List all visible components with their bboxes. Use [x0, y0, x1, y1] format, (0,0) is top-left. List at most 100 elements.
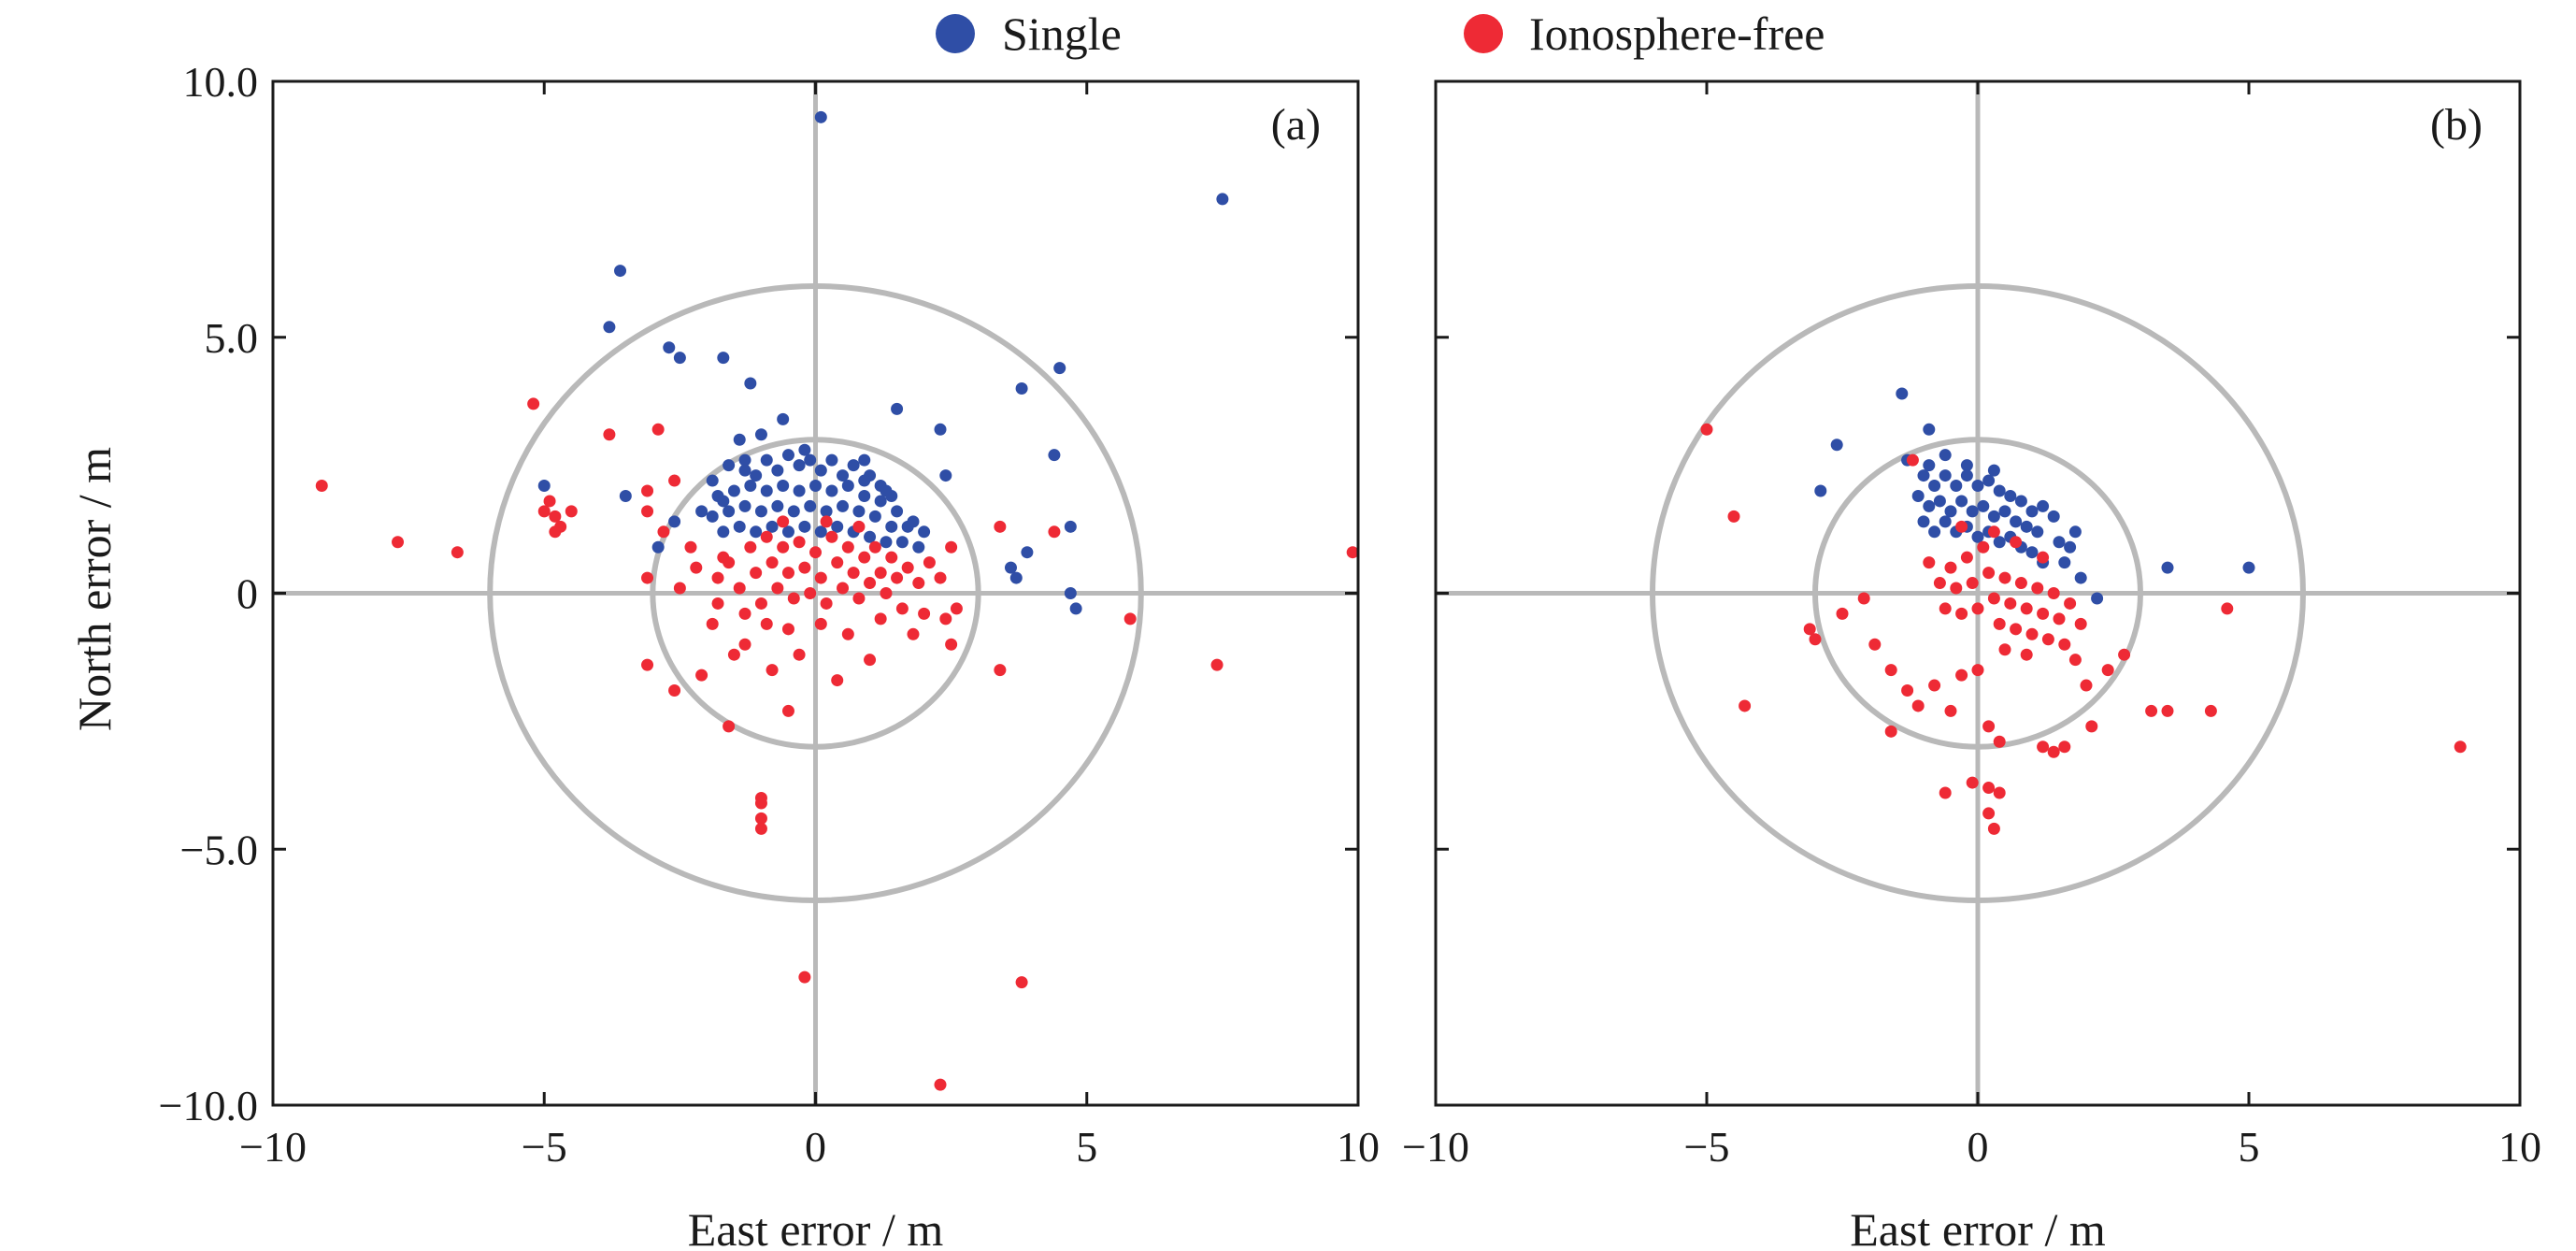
data-point: [727, 484, 740, 497]
data-point: [1064, 587, 1077, 599]
data-point: [1069, 602, 1082, 615]
data-point: [1923, 423, 1936, 436]
data-point: [814, 617, 827, 630]
data-point: [754, 792, 767, 804]
data-point: [1809, 633, 1822, 646]
data-point: [1971, 664, 1984, 677]
data-point: [1971, 530, 1984, 543]
data-point: [2091, 592, 2104, 605]
data-point: [1944, 505, 1957, 518]
data-point: [781, 704, 794, 717]
data-point: [891, 402, 904, 415]
data-point: [527, 397, 540, 410]
data-point: [1803, 623, 1816, 636]
data-point: [1928, 679, 1941, 692]
data-point: [706, 617, 719, 630]
data-point: [1053, 362, 1066, 375]
data-point: [923, 556, 936, 569]
data-point: [2031, 525, 2044, 539]
y-axis-title: North error / m: [68, 447, 121, 731]
data-point: [1982, 720, 1996, 733]
data-point: [798, 561, 811, 574]
data-point: [912, 540, 925, 554]
data-point: [1982, 474, 1996, 487]
series-ionosphere-free: [1700, 423, 2467, 835]
data-point: [837, 499, 850, 512]
data-point: [744, 480, 757, 493]
data-point: [1950, 480, 1963, 493]
data-point: [1960, 459, 1973, 472]
data-point: [1009, 571, 1023, 584]
data-point: [837, 469, 850, 482]
data-point: [895, 602, 909, 615]
data-point: [695, 669, 708, 682]
data-point: [2031, 582, 2044, 595]
data-point: [1993, 484, 2006, 497]
data-point: [781, 525, 794, 539]
data-point: [641, 571, 654, 584]
data-point: [1971, 480, 1984, 493]
data-point: [2004, 489, 2017, 502]
data-point: [793, 484, 806, 497]
data-point: [1048, 449, 1061, 462]
data-point: [1955, 669, 1968, 682]
data-point: [738, 499, 751, 512]
data-point: [1857, 592, 1870, 605]
data-point: [2145, 704, 2158, 717]
data-point: [2047, 587, 2060, 599]
data-point: [1966, 776, 1979, 789]
data-point: [950, 602, 963, 615]
data-point: [1216, 193, 1229, 206]
data-point: [2454, 741, 2467, 754]
data-point: [934, 423, 947, 436]
data-point: [766, 520, 779, 533]
panel-b: −10 −5 0 5 10 (b) East error / m: [1402, 79, 2541, 1251]
x-tick-label: −10: [1402, 1123, 1469, 1171]
data-point: [1021, 546, 1034, 559]
data-point: [1987, 510, 2000, 523]
data-point: [880, 484, 893, 497]
data-point: [907, 515, 920, 528]
data-point: [641, 505, 654, 518]
data-point: [723, 505, 736, 518]
panel-a: −10 −5 0 5 10 10.0 5.0 0 −5.0 −10.0 (a) East error …: [159, 58, 1380, 1251]
data-point: [750, 525, 763, 539]
data-point: [657, 525, 670, 539]
data-point: [723, 556, 736, 569]
data-point: [2074, 617, 2087, 630]
data-point: [2064, 597, 2077, 610]
x-tick-label: 0: [805, 1123, 826, 1171]
data-point: [1977, 499, 1990, 512]
data-point: [1987, 592, 2000, 605]
data-point: [1048, 525, 1061, 539]
x-tick-label: −5: [522, 1123, 567, 1171]
data-point: [918, 607, 931, 620]
data-point: [2025, 505, 2039, 518]
data-point: [895, 536, 909, 549]
data-point: [673, 352, 686, 365]
data-point: [1015, 976, 1028, 989]
data-point: [874, 567, 887, 580]
data-point: [603, 321, 616, 334]
x-tick-label: 5: [1076, 1123, 1097, 1171]
data-point: [820, 597, 833, 610]
data-point: [1993, 786, 2006, 799]
data-point: [2010, 536, 2023, 549]
data-point: [754, 428, 767, 441]
data-point: [1901, 684, 1914, 697]
data-point: [1939, 449, 1952, 462]
data-point: [1906, 453, 1919, 467]
data-point: [744, 377, 757, 390]
legend-marker-single: [936, 14, 975, 53]
series-ionosphere-free: [315, 397, 1359, 1091]
data-point: [723, 459, 736, 472]
data-point: [793, 536, 806, 549]
data-point: [1868, 638, 1882, 651]
data-point: [781, 623, 794, 636]
data-point: [1998, 571, 2011, 584]
data-point: [880, 536, 893, 549]
data-point: [852, 592, 866, 605]
data-point: [668, 515, 681, 528]
data-point: [1884, 725, 1897, 738]
data-point: [1911, 489, 1925, 502]
